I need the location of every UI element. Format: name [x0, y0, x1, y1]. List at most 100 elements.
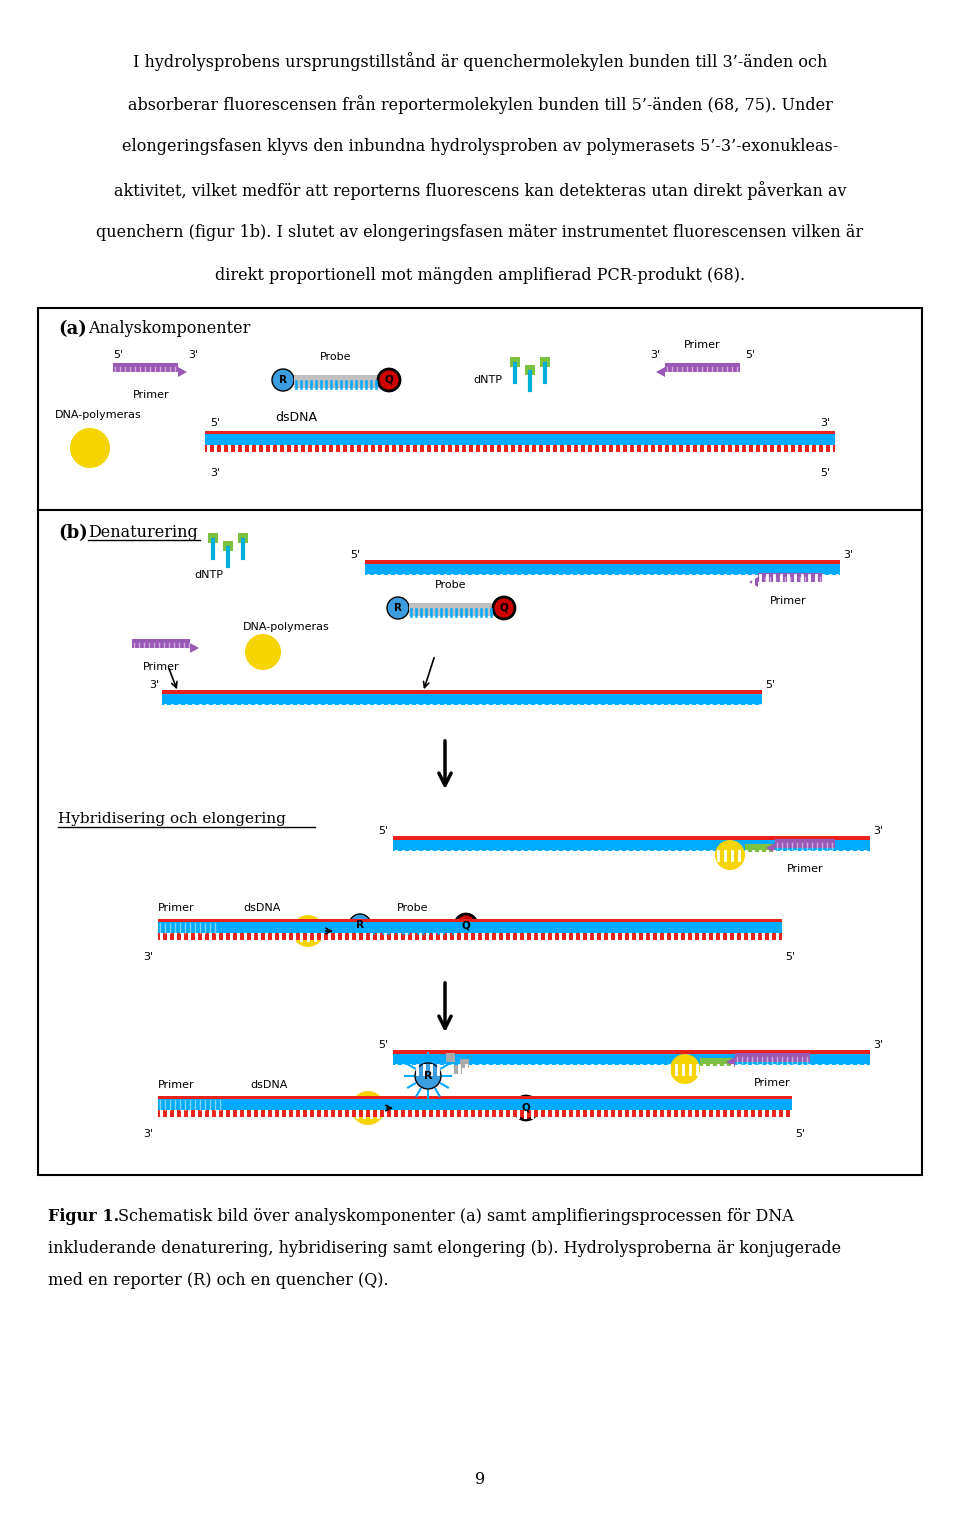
FancyBboxPatch shape — [223, 541, 233, 551]
Circle shape — [351, 1091, 385, 1126]
Text: Primer: Primer — [143, 662, 180, 673]
FancyBboxPatch shape — [700, 1057, 735, 1067]
FancyBboxPatch shape — [132, 639, 190, 648]
FancyBboxPatch shape — [365, 561, 840, 567]
Polygon shape — [190, 642, 199, 653]
FancyBboxPatch shape — [232, 1097, 347, 1104]
FancyBboxPatch shape — [294, 376, 379, 388]
FancyBboxPatch shape — [745, 844, 775, 851]
FancyBboxPatch shape — [446, 1053, 455, 1062]
FancyBboxPatch shape — [365, 564, 840, 576]
FancyBboxPatch shape — [158, 1110, 792, 1117]
FancyBboxPatch shape — [205, 445, 835, 451]
Text: elongeringsfasen klyvs den inbundna hydrolysproben av polymerasets 5’-3’-exonukl: elongeringsfasen klyvs den inbundna hydr… — [122, 138, 838, 155]
Text: Figur 1.: Figur 1. — [48, 1207, 119, 1226]
Text: Q: Q — [499, 603, 509, 614]
Text: 3': 3' — [873, 1039, 883, 1050]
Text: dsDNA: dsDNA — [250, 1080, 287, 1089]
Text: 3': 3' — [650, 350, 660, 361]
FancyBboxPatch shape — [409, 603, 494, 617]
Polygon shape — [749, 577, 758, 586]
Text: 5': 5' — [349, 550, 360, 561]
Text: dNTP: dNTP — [194, 570, 223, 580]
Text: 3': 3' — [143, 951, 153, 962]
Polygon shape — [766, 842, 775, 853]
FancyBboxPatch shape — [665, 364, 740, 373]
Text: Primer: Primer — [770, 595, 806, 606]
FancyBboxPatch shape — [158, 923, 782, 935]
FancyBboxPatch shape — [227, 920, 287, 929]
Text: Probe: Probe — [397, 903, 429, 914]
Text: aktivitet, vilket medför att reporterns fluorescens kan detekteras utan direkt p: aktivitet, vilket medför att reporterns … — [113, 180, 847, 200]
FancyBboxPatch shape — [158, 1095, 792, 1103]
Text: R: R — [394, 603, 402, 614]
Text: 3': 3' — [143, 1129, 153, 1139]
FancyBboxPatch shape — [510, 358, 520, 367]
Text: med en reporter (R) och en quencher (Q).: med en reporter (R) och en quencher (Q). — [48, 1273, 389, 1289]
Circle shape — [387, 597, 409, 620]
Text: 3': 3' — [188, 350, 198, 361]
Text: Q: Q — [462, 920, 470, 930]
Circle shape — [493, 597, 515, 620]
Text: R: R — [356, 920, 364, 930]
Text: Hybridisering och elongering: Hybridisering och elongering — [58, 812, 286, 826]
Text: 5': 5' — [820, 468, 830, 479]
Text: 5': 5' — [765, 680, 775, 689]
Text: 5': 5' — [745, 350, 756, 361]
Circle shape — [415, 1064, 441, 1089]
Circle shape — [514, 1095, 538, 1120]
Text: 3': 3' — [820, 418, 830, 429]
Text: 9: 9 — [475, 1471, 485, 1489]
FancyBboxPatch shape — [158, 920, 782, 926]
FancyBboxPatch shape — [205, 433, 835, 445]
FancyBboxPatch shape — [393, 1050, 870, 1057]
FancyBboxPatch shape — [205, 430, 835, 438]
Text: Primer: Primer — [786, 864, 824, 874]
FancyBboxPatch shape — [453, 1065, 462, 1074]
Text: Q: Q — [521, 1103, 530, 1114]
Circle shape — [272, 370, 294, 391]
FancyBboxPatch shape — [735, 1053, 810, 1062]
Text: DNA-polymeras: DNA-polymeras — [243, 623, 329, 632]
Circle shape — [245, 633, 281, 670]
Text: quenchern (figur 1b). I slutet av elongeringsfasen mäter instrumentet fluorescen: quenchern (figur 1b). I slutet av elonge… — [96, 224, 864, 241]
FancyBboxPatch shape — [540, 358, 550, 367]
FancyBboxPatch shape — [460, 1059, 469, 1068]
Text: 5': 5' — [210, 418, 220, 429]
FancyBboxPatch shape — [393, 839, 870, 851]
Text: R: R — [423, 1071, 432, 1082]
FancyBboxPatch shape — [393, 836, 870, 842]
Text: Primer: Primer — [158, 903, 195, 914]
Text: 3': 3' — [149, 680, 159, 689]
FancyBboxPatch shape — [113, 364, 178, 373]
Text: (b): (b) — [58, 524, 87, 542]
Polygon shape — [178, 367, 187, 377]
Text: Primer: Primer — [754, 1079, 790, 1088]
FancyBboxPatch shape — [393, 1054, 870, 1065]
Text: Probe: Probe — [435, 580, 467, 589]
Polygon shape — [656, 367, 665, 377]
Circle shape — [670, 1054, 700, 1085]
Circle shape — [349, 914, 371, 936]
Text: 5': 5' — [378, 826, 388, 836]
Text: 5': 5' — [795, 1129, 805, 1139]
Text: Schematisk bild över analyskomponenter (a) samt amplifieringsprocessen för DNA: Schematisk bild över analyskomponenter (… — [118, 1207, 794, 1226]
Polygon shape — [223, 1100, 232, 1110]
FancyBboxPatch shape — [158, 933, 782, 939]
Text: Primer: Primer — [158, 1080, 195, 1089]
Polygon shape — [726, 1057, 735, 1067]
Polygon shape — [218, 923, 227, 933]
FancyBboxPatch shape — [162, 689, 762, 697]
Circle shape — [715, 839, 745, 870]
Circle shape — [292, 915, 324, 947]
Text: dsDNA: dsDNA — [243, 903, 280, 914]
Text: 5': 5' — [113, 350, 123, 361]
Text: dsDNA: dsDNA — [275, 411, 317, 424]
Text: Analyskomponenter: Analyskomponenter — [88, 320, 251, 336]
Text: dNTP: dNTP — [473, 376, 502, 385]
FancyBboxPatch shape — [758, 573, 823, 582]
Text: Primer: Primer — [684, 339, 720, 350]
Text: R: R — [279, 376, 287, 385]
Text: 3': 3' — [873, 826, 883, 836]
FancyBboxPatch shape — [158, 920, 218, 929]
